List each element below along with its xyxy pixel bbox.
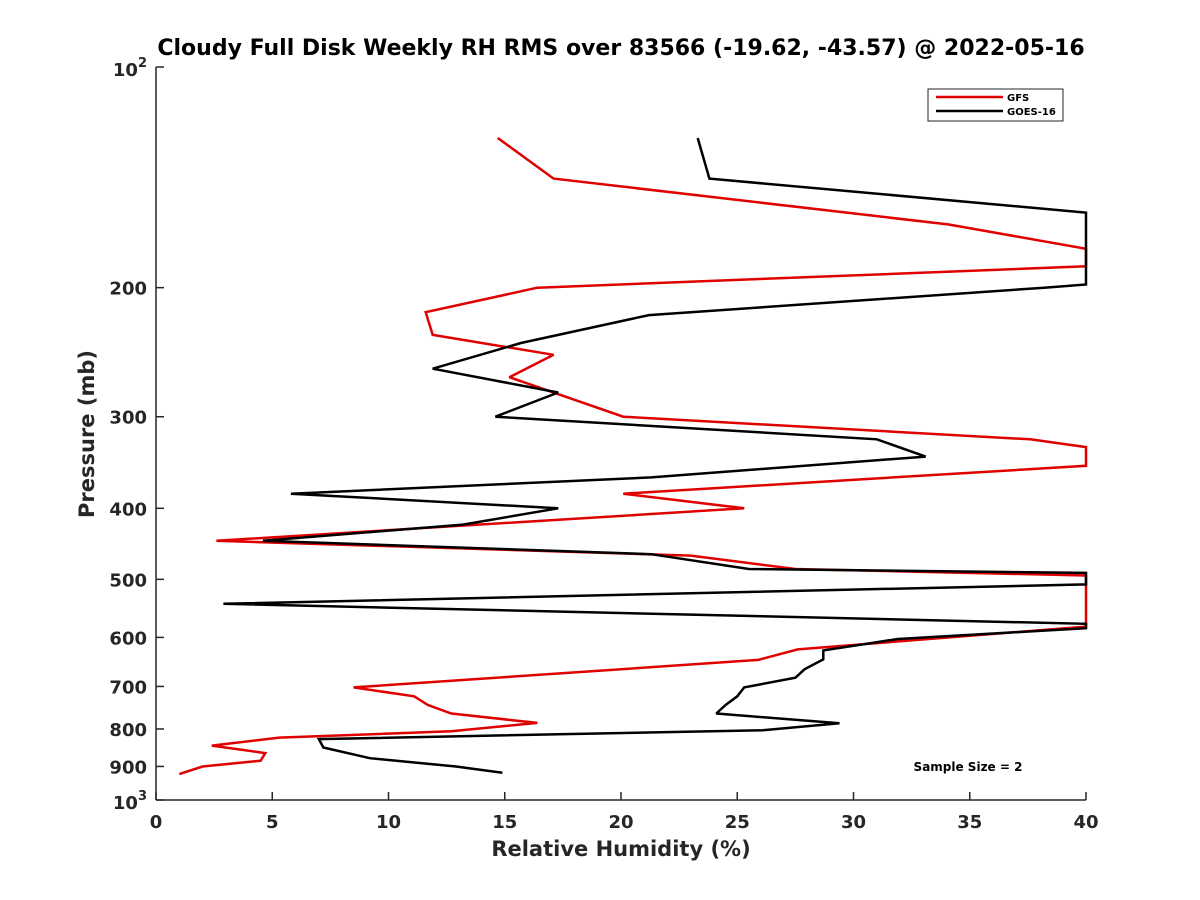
x-tick-label: 40 <box>1073 812 1098 833</box>
y-tick-label: 400 <box>109 499 147 520</box>
x-axis-label: Relative Humidity (%) <box>491 837 750 861</box>
legend: GFS GOES-16 <box>927 88 1064 122</box>
y-tick-label: 103 <box>113 789 147 814</box>
y-tick-label: 102 <box>113 56 147 81</box>
x-tick-label: 20 <box>608 812 633 833</box>
x-tick-label: 15 <box>492 812 517 833</box>
series-line-goes-16 <box>223 137 1088 775</box>
x-tick-label: 10 <box>376 812 401 833</box>
x-tick-label: 5 <box>266 812 279 833</box>
y-tick-label: 600 <box>109 628 147 649</box>
x-tick-label: 35 <box>957 812 982 833</box>
x-tick-label: 25 <box>725 812 750 833</box>
legend-box <box>927 88 1064 122</box>
series-group <box>178 136 1088 776</box>
y-tick-label: 300 <box>109 408 147 429</box>
y-tick-label: 700 <box>109 677 147 698</box>
x-ticks: 0 5 10 15 20 25 30 35 40 <box>150 792 1099 833</box>
chart-title: Cloudy Full Disk Weekly RH RMS over 8356… <box>157 36 1084 61</box>
x-tick-label: 0 <box>150 812 163 833</box>
y-tick-exponent: 2 <box>138 56 147 71</box>
legend-label-gfs: GFS <box>1007 93 1029 104</box>
series-line-gfs <box>178 136 1088 776</box>
y-tick-label: 200 <box>109 279 147 300</box>
y-axis-label: Pressure (mb) <box>75 350 99 518</box>
sample-size-annotation: Sample Size = 2 <box>914 760 1023 774</box>
legend-label-goes-16: GOES-16 <box>1007 107 1056 118</box>
x-tick-label: 30 <box>841 812 866 833</box>
y-tick-exponent: 3 <box>138 789 147 804</box>
y-tick-base: 10 <box>113 60 138 81</box>
y-tick-label: 800 <box>109 720 147 741</box>
y-tick-label: 500 <box>109 570 147 591</box>
y-tick-base: 10 <box>113 793 138 814</box>
y-tick-label: 900 <box>109 757 147 778</box>
